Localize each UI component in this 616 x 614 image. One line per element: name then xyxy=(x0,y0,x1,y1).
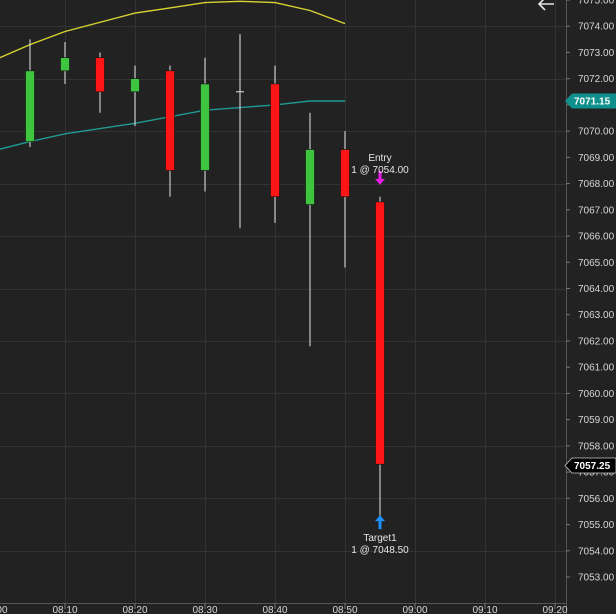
candle-body xyxy=(200,83,210,171)
candle-body xyxy=(95,57,105,93)
time-tick-label: 08:10 xyxy=(52,605,77,614)
grid-lines xyxy=(0,0,566,603)
price-tick-label: 7063.00 xyxy=(578,310,615,321)
time-tick-label: 08:40 xyxy=(262,605,287,614)
price-tick-label: 7054.00 xyxy=(578,546,615,557)
price-tick-label: 7062.00 xyxy=(578,336,615,347)
candle[interactable] xyxy=(130,65,140,126)
price-tick-label: 7067.00 xyxy=(578,205,615,216)
candle[interactable] xyxy=(25,39,35,147)
candle-body xyxy=(375,201,385,465)
candle-body xyxy=(270,83,280,198)
price-tick-label: 7053.00 xyxy=(578,573,615,584)
price-tick-label: 7059.00 xyxy=(578,415,615,426)
price-tick-label: 7056.00 xyxy=(578,494,615,505)
price-tick-label: 7075.00 xyxy=(578,0,615,7)
time-tick-label: 09:00 xyxy=(402,605,427,614)
target-arrow-icon xyxy=(375,515,385,530)
time-tick-label: 09:20 xyxy=(542,605,567,614)
time-tick-label: 08:30 xyxy=(192,605,217,614)
price-tick-label: 7070.00 xyxy=(578,127,615,138)
price-tick-label: 7065.00 xyxy=(578,258,615,269)
candle[interactable] xyxy=(375,196,385,517)
candle[interactable] xyxy=(60,41,70,84)
target-label: Target1 xyxy=(363,533,397,544)
entry-detail: 1 @ 7054.00 xyxy=(351,165,409,176)
candle-body xyxy=(130,78,140,93)
candle[interactable] xyxy=(236,34,244,229)
time-tick-label: 08:00 xyxy=(0,605,8,614)
price-tick-label: 7055.00 xyxy=(578,520,615,531)
upper-indicator-line xyxy=(0,0,346,59)
price-tick-label: 7072.00 xyxy=(578,74,615,85)
price-tick-label: 7060.00 xyxy=(578,389,615,400)
price-tick-label: 7068.00 xyxy=(578,179,615,190)
candle-body xyxy=(340,149,350,198)
price-badges: 7071.15 7057.25 xyxy=(564,93,616,474)
candle[interactable] xyxy=(270,65,280,223)
time-tick-label: 08:50 xyxy=(332,605,357,614)
last-price-badge: 7057.25 xyxy=(564,457,616,474)
price-tick-label: 7061.00 xyxy=(578,363,615,374)
entry-arrow-icon xyxy=(375,170,385,185)
price-tick-label: 7066.00 xyxy=(578,232,615,243)
entry-label: Entry xyxy=(368,153,391,164)
candle-body xyxy=(60,57,70,72)
candle-body xyxy=(165,70,175,171)
candle[interactable] xyxy=(200,57,210,192)
time-axis[interactable]: 08:00 08:10 08:20 08:30 08:40 08:50 09:00 09:10… xyxy=(0,603,568,614)
candle-body xyxy=(25,70,35,142)
time-tick-label: 08:20 xyxy=(122,605,147,614)
indicator-price-badge: 7071.15 xyxy=(565,93,616,109)
price-tick-label: 7073.00 xyxy=(578,48,615,59)
price-badge-text: 7057.25 xyxy=(574,461,611,472)
time-tick-label: 09:10 xyxy=(472,605,497,614)
candle[interactable] xyxy=(165,65,175,197)
candle-body xyxy=(305,149,315,205)
candle[interactable] xyxy=(340,131,350,268)
back-arrow-icon[interactable] xyxy=(537,0,554,11)
candle[interactable] xyxy=(305,112,315,347)
price-tick-label: 7069.00 xyxy=(578,153,615,164)
candle[interactable] xyxy=(95,52,105,113)
price-badge-text: 7071.15 xyxy=(574,96,611,107)
price-tick-label: 7058.00 xyxy=(578,441,615,452)
target-detail: 1 @ 7048.50 xyxy=(351,545,409,556)
candles[interactable] xyxy=(25,34,385,517)
price-tick-label: 7064.00 xyxy=(578,284,615,295)
price-tick-label: 7074.00 xyxy=(578,22,615,33)
